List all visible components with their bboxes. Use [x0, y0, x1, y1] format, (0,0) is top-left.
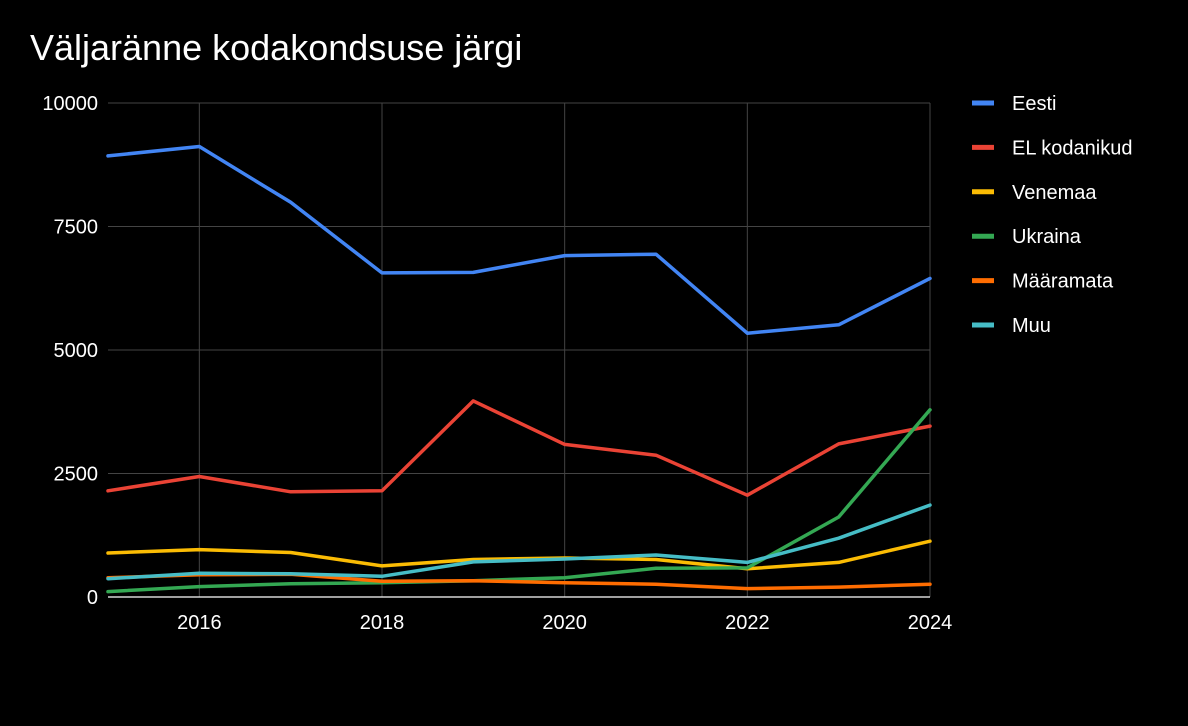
legend: Eesti EL kodanikud Venemaa Ukraina Määramata…: [972, 93, 1132, 337]
x-tick-label: 2024: [908, 612, 953, 634]
y-tick-label: 10000: [42, 93, 98, 115]
chart-title: Väljaränne kodakondsuse järgi: [30, 27, 522, 68]
legend-label: Muu: [1012, 315, 1051, 337]
legend-label: EL kodanikud: [1012, 137, 1132, 159]
y-axis-ticks: 0 2500 5000 7500 10000: [42, 93, 98, 609]
series-line-eesti: [106, 144, 932, 335]
legend-label: Eesti: [1012, 93, 1056, 115]
y-tick-label: 2500: [54, 464, 99, 486]
x-tick-label: 2022: [725, 612, 770, 634]
grid: [108, 102, 931, 598]
series-line-muu: [106, 503, 932, 581]
x-tick-label: 2018: [360, 612, 405, 634]
series-line-ukraina: [106, 408, 932, 594]
series-line-el-kodanikud: [106, 399, 932, 497]
y-tick-label: 7500: [54, 217, 99, 239]
y-tick-label: 0: [87, 587, 98, 609]
x-tick-label: 2020: [542, 612, 587, 634]
series-lines: [106, 144, 932, 594]
legend-label: Ukraina: [1012, 226, 1082, 248]
x-axis-ticks: 2016 2018 2020 2022 2024: [177, 612, 952, 634]
legend-label: Venemaa: [1012, 182, 1097, 204]
legend-label: Määramata: [1012, 271, 1114, 293]
y-tick-label: 5000: [54, 340, 99, 362]
x-tick-label: 2016: [177, 612, 222, 634]
